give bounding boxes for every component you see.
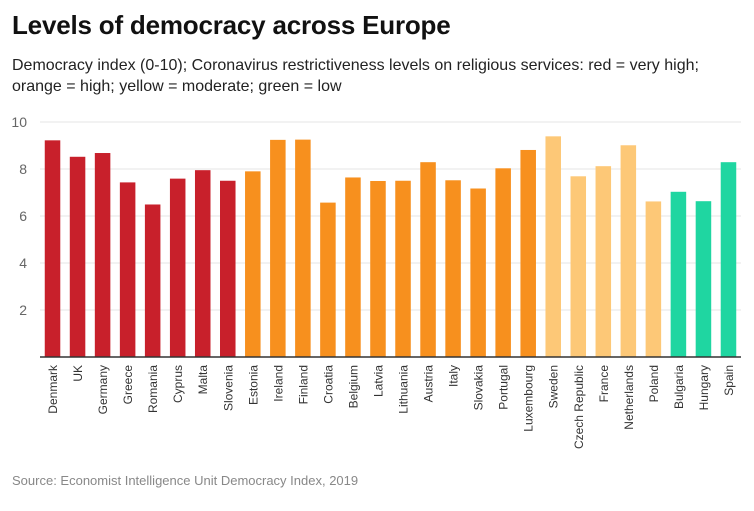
x-tick-label: Hungary <box>697 365 711 410</box>
x-tick-label: Estonia <box>246 365 260 405</box>
x-tick-label: Slovakia <box>472 365 486 411</box>
x-tick-label: Romania <box>146 365 160 413</box>
bar-austria <box>420 162 436 357</box>
bar-cyprus <box>169 178 186 357</box>
y-tick-label: 2 <box>19 302 27 318</box>
bar-finland <box>295 139 311 357</box>
x-tick-label: France <box>597 365 611 403</box>
bar-hungary <box>695 201 712 357</box>
bar-greece <box>119 182 136 357</box>
bar-slovakia <box>470 188 486 357</box>
x-tick-label: Malta <box>196 365 210 395</box>
x-tick-label: Czech Republic <box>572 365 586 449</box>
x-tick-label: Italy <box>447 365 461 387</box>
x-tick-label: Greece <box>121 365 135 405</box>
x-tick-label: Denmark <box>46 364 60 414</box>
x-tick-label: Slovenia <box>221 365 235 411</box>
y-tick-label: 6 <box>19 208 27 224</box>
bar-romania <box>144 204 161 357</box>
bar-croatia <box>320 202 336 357</box>
x-tick-label: Austria <box>422 365 436 403</box>
bar-czech-republic <box>570 176 587 357</box>
source-note: Source: Economist Intelligence Unit Demo… <box>12 473 359 488</box>
bar-luxembourg <box>520 149 536 357</box>
y-axis-ticks: 2 4 6 8 10 <box>11 114 27 318</box>
bar-uk <box>69 156 86 357</box>
bar-portugal <box>495 168 511 357</box>
x-tick-label: Sweden <box>547 365 561 408</box>
x-tick-label: Cyprus <box>171 365 185 403</box>
x-tick-label: Netherlands <box>622 365 636 430</box>
bar-estonia <box>245 171 261 357</box>
x-tick-label: Finland <box>296 365 310 404</box>
x-tick-label: Portugal <box>497 365 511 410</box>
bar-ireland <box>270 139 286 357</box>
x-tick-label: Lithuania <box>397 365 411 414</box>
y-tick-label: 8 <box>19 161 27 177</box>
bar-denmark <box>44 140 61 357</box>
bar-netherlands <box>620 145 637 357</box>
chart-title: Levels of democracy across Europe <box>12 10 451 40</box>
bars <box>44 136 737 357</box>
bar-belgium <box>345 177 361 357</box>
bar-germany <box>94 153 111 357</box>
bar-malta <box>194 170 211 357</box>
bar-bulgaria <box>670 191 687 357</box>
x-tick-label: Germany <box>96 365 110 414</box>
x-axis-labels: Denmark UK Germany Greece Romania Cyprus Malta… <box>46 364 736 449</box>
bar-spain <box>720 162 737 357</box>
bar-italy <box>445 180 461 357</box>
bar-slovenia <box>220 180 236 357</box>
bar-lithuania <box>395 180 411 357</box>
x-tick-label: Belgium <box>346 365 360 408</box>
x-tick-label: Bulgaria <box>672 365 686 409</box>
x-tick-label: Croatia <box>321 365 335 404</box>
bar-sweden <box>545 136 561 357</box>
y-tick-label: 10 <box>11 114 27 130</box>
x-tick-label: Spain <box>722 365 736 396</box>
x-tick-label: Latvia <box>371 365 385 397</box>
bar-latvia <box>370 180 386 357</box>
y-tick-label: 4 <box>19 255 27 271</box>
x-tick-label: UK <box>71 365 85 382</box>
bar-france <box>595 166 612 357</box>
x-tick-label: Poland <box>647 365 661 402</box>
x-tick-label: Ireland <box>271 365 285 402</box>
chart-subtitle: Democracy index (0-10); Coronavirus rest… <box>12 57 699 95</box>
bar-poland <box>645 201 662 357</box>
x-tick-label: Luxembourg <box>522 365 536 432</box>
